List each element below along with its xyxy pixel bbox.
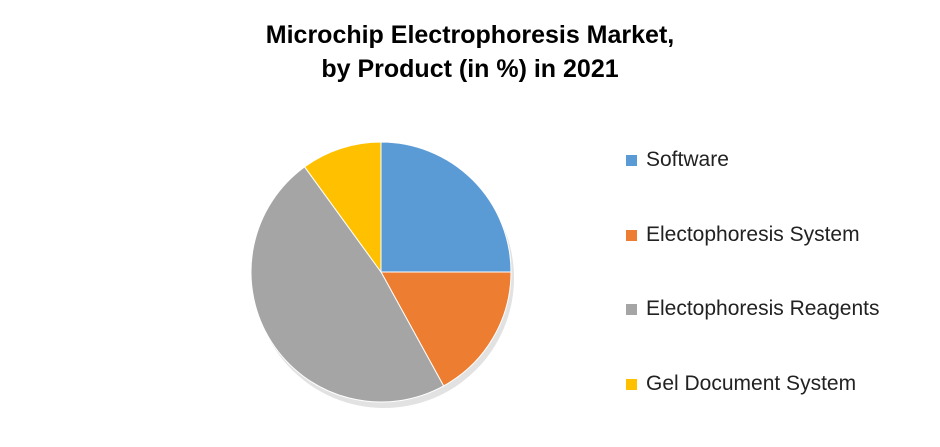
legend-swatch-gel-document-system: [626, 378, 637, 390]
pie-slice-electophoresis-reagents: [250, 166, 445, 403]
legend-item-gel-document-system: Gel Document System: [626, 372, 856, 396]
chart-title: Microchip Electrophoresis Market, by Pro…: [0, 18, 940, 86]
pie-slice-electophoresis-system: [380, 271, 512, 387]
legend-label-electophoresis-reagents: Electophoresis Reagents: [646, 297, 880, 320]
legend-item-electophoresis-reagents: Electophoresis Reagents: [626, 297, 879, 321]
legend-label-electophoresis-system: Electophoresis System: [646, 223, 860, 246]
legend-swatch-software: [626, 154, 637, 166]
legend-swatch-electophoresis-reagents: [626, 303, 637, 315]
pie-slice-software: [380, 141, 512, 273]
legend-label-software: Software: [646, 148, 729, 171]
pie-slice-gel-document-system: [303, 141, 382, 274]
pie-slices: [250, 141, 512, 403]
chart-title-line-2: by Product (in %) in 2021: [321, 55, 619, 83]
legend-label-gel-document-system: Gel Document System: [646, 372, 857, 395]
legend-swatch-electophoresis-system: [626, 229, 637, 241]
chart-title-line-1: Microchip Electrophoresis Market,: [265, 21, 675, 49]
legend-item-software: Software: [626, 148, 729, 172]
legend-item-electophoresis-system: Electophoresis System: [626, 223, 860, 247]
